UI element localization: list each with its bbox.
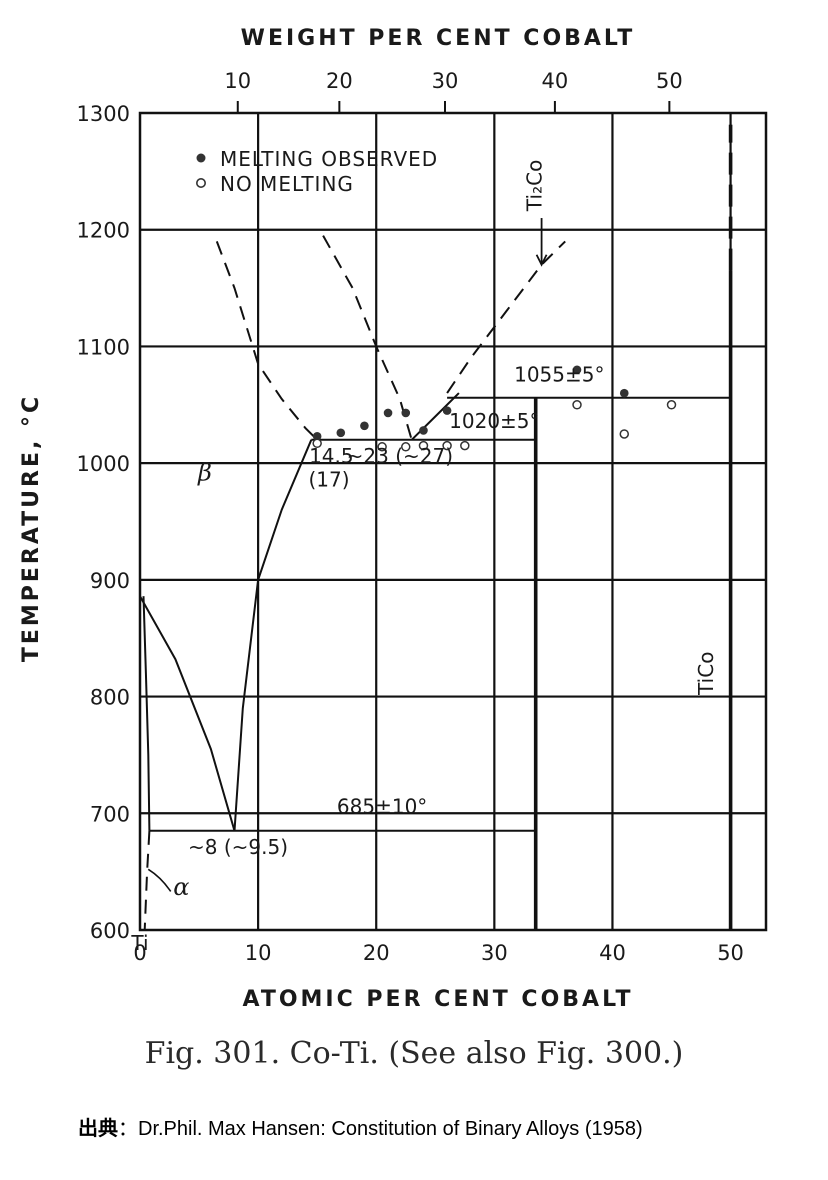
top-axis-title: WEIGHT PER CENT COBALT: [241, 26, 636, 51]
y-axis-title: TEMPERATURE, °C: [19, 394, 44, 662]
plot-frame: [138, 111, 768, 932]
grid-layer: [138, 111, 768, 932]
no-melting-point: [312, 438, 322, 449]
annotation-label: β: [197, 459, 212, 487]
legend: MELTING OBSERVED NO MELTING: [196, 147, 438, 196]
bottom-axis-title: ATOMIC PER CENT COBALT: [243, 987, 634, 1012]
source-line: 出典：Dr.Phil. Max Hansen: Constitution of …: [78, 1112, 643, 1141]
melting-observed-point: [619, 388, 629, 398]
x-tick-label: 30: [481, 941, 508, 965]
y-tick-label: 1100: [77, 335, 130, 359]
x2-tick-label: 30: [432, 69, 459, 93]
x2-tick-label: 20: [326, 69, 353, 93]
no-melting-point: [377, 442, 387, 452]
x2-tick-label: 50: [656, 69, 683, 93]
y-tick-label: 1200: [77, 219, 130, 243]
no-melting-point: [666, 400, 677, 410]
phase-boundary: [139, 595, 236, 832]
y-tick-label: 600: [90, 919, 130, 943]
figure-caption: Fig. 301. Co-Ti. (See also Fig. 300.): [144, 1036, 684, 1071]
annotation-label: α: [173, 873, 189, 901]
melting-observed-point: [383, 408, 393, 418]
annotations: 1055±5° 1020±5° 685±10° 14.5(17)~23 (~27) ~8…: [130, 160, 717, 955]
no-melting-point: [572, 400, 582, 410]
source-text: Dr.Phil. Max Hansen: Constitution of Bin…: [138, 1118, 643, 1140]
annotation-label: 14.5: [309, 444, 354, 468]
x-tick-label: 20: [363, 941, 390, 965]
x2-tick-label: 40: [542, 69, 569, 93]
annotation-label: Ti: [130, 931, 148, 955]
melting-observed-point: [360, 421, 369, 431]
melting-observed-point: [401, 408, 411, 418]
source-separator: ：: [118, 1118, 138, 1140]
x-tick-label: 50: [717, 941, 744, 965]
no-melting-point: [418, 440, 429, 451]
y-tick-label: 700: [90, 802, 130, 826]
annotation-label: 1055±5°: [514, 362, 604, 386]
phase-boundary: [446, 240, 566, 394]
y-tick-label: 1000: [77, 452, 130, 476]
phase-boundary-lines: [139, 124, 733, 931]
legend-label-melting: MELTING OBSERVED: [220, 147, 438, 171]
annotation-label: ~23 (~27): [347, 444, 453, 468]
no-melting-point: [619, 429, 630, 439]
phase-diagram-chart: 0 10 20 30 40 50 600 700 800 900 1000 1100 1200 1300 1…: [19, 26, 768, 1012]
y-tick-label: 800: [90, 686, 130, 710]
annotation-label: ~8 (~9.5): [188, 835, 288, 859]
melting-observed-point: [312, 431, 322, 441]
legend-label-no-melting: NO MELTING: [220, 172, 354, 196]
phase-boundary: [233, 439, 313, 831]
x-tick-label: 0: [133, 941, 146, 965]
ti2co-arrow-head: [535, 254, 548, 267]
legend-open-marker: [196, 178, 207, 189]
annotation-label: (17): [308, 467, 349, 491]
phase-boundary: [142, 596, 151, 831]
source-label: 出典: [78, 1118, 118, 1140]
melting-observed-point: [419, 426, 428, 435]
y-tick-label: 1300: [77, 102, 130, 126]
no-melting-point: [460, 440, 470, 451]
axis-ticks: 0 10 20 30 40 50 600 700 800 900 1000 1100 1200 1300 1…: [77, 69, 744, 965]
x2-tick-label: 10: [224, 69, 251, 93]
y-tick-label: 900: [90, 569, 130, 593]
x-tick-label: 40: [599, 941, 626, 965]
melting-observed-point: [336, 428, 346, 438]
phase-boundary: [215, 241, 318, 441]
phase-boundary: [143, 830, 151, 931]
phase-boundary: [322, 235, 413, 441]
data-points: [312, 365, 677, 452]
annotation-label: Ti₂Co: [523, 160, 547, 212]
annotation-label: 1020±5°: [449, 409, 539, 433]
melting-observed-point: [572, 365, 582, 375]
alpha-arrow-line: [147, 868, 172, 892]
no-melting-point: [401, 442, 411, 452]
no-melting-point: [442, 440, 452, 451]
melting-observed-point: [442, 406, 452, 415]
annotation-label: 685±10°: [337, 794, 427, 818]
legend-filled-marker: [196, 153, 206, 163]
annotation-label: TiCo: [694, 652, 718, 696]
x-tick-label: 10: [245, 941, 272, 965]
